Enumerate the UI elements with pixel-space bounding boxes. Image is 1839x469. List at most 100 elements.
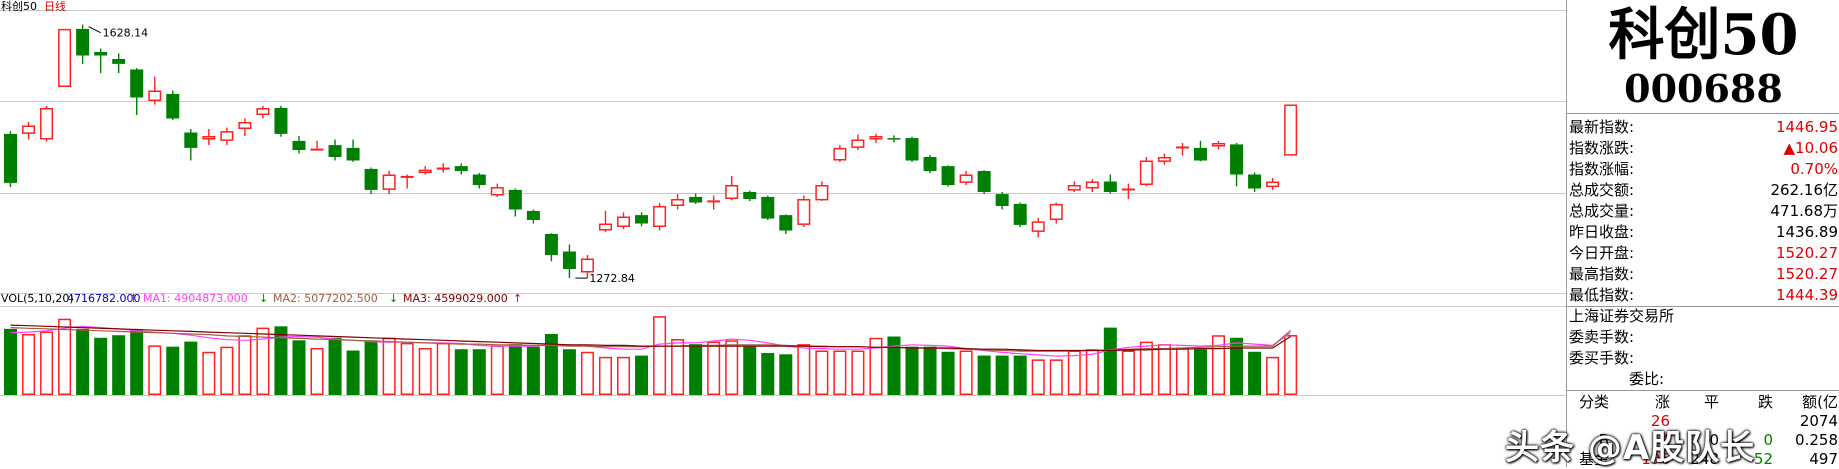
vol-arrow: ↑ xyxy=(129,292,138,305)
volume-bar xyxy=(454,349,468,395)
volume-bar xyxy=(797,344,811,395)
volume-bar xyxy=(202,351,216,395)
kline-chart[interactable]: 科创50 日线 1628.14 1272.84 VOL(5,10,20)4716782.… xyxy=(0,0,1566,467)
candle-body xyxy=(833,147,847,161)
volume-bars xyxy=(4,316,1298,396)
volume-bar xyxy=(1121,350,1135,395)
stat-value: 1446.95 xyxy=(1775,118,1838,136)
volume-bar xyxy=(292,340,306,395)
volume-bar xyxy=(130,330,144,395)
volume-bar xyxy=(977,355,991,395)
divider xyxy=(1567,390,1839,391)
volume-bar xyxy=(94,337,108,395)
stat-row: 昨日收盘: 1436.89 xyxy=(1567,222,1839,243)
candle-body xyxy=(400,175,414,178)
candle-body xyxy=(580,258,594,273)
candle-body xyxy=(1193,147,1207,161)
candle-body xyxy=(202,136,216,140)
volume-bar xyxy=(400,342,414,395)
volume-bar xyxy=(725,340,739,396)
volume-bar xyxy=(707,341,721,396)
volume-bar xyxy=(22,333,36,396)
volume-bar xyxy=(382,337,396,395)
candle-body xyxy=(40,108,54,140)
candle-body xyxy=(544,234,558,255)
candle-body xyxy=(1175,146,1189,149)
stat-label: 总成交额: xyxy=(1569,181,1635,199)
volume-bar xyxy=(1031,359,1045,395)
candle-body xyxy=(310,148,324,151)
candles xyxy=(4,24,1298,279)
stat-label: 最新指数: xyxy=(1569,118,1635,136)
candle-body xyxy=(220,131,234,141)
candle-body xyxy=(1157,157,1171,162)
candle-body xyxy=(346,147,360,161)
table-cell: 4 xyxy=(1660,431,1670,449)
bid-volume-label: 委买手数: xyxy=(1569,349,1635,367)
vol-indicator-title: VOL(5,10,20) xyxy=(1,292,74,305)
table-header: 分类 xyxy=(1578,393,1609,411)
table-cell: 2074 xyxy=(1799,412,1838,430)
candle-body xyxy=(707,200,721,203)
candle-body xyxy=(941,166,955,185)
table-header: 额(亿 xyxy=(1802,393,1838,411)
candle-body xyxy=(797,199,811,225)
candle-body xyxy=(743,192,757,199)
volume-bar xyxy=(653,316,667,395)
stat-label: 总成交量: xyxy=(1569,202,1635,220)
table-cell: 基金 xyxy=(1578,450,1609,467)
stat-value: 1444.39 xyxy=(1775,286,1838,304)
volume-bar xyxy=(238,335,252,395)
table-cell: 248 xyxy=(1690,450,1719,467)
candle-body xyxy=(76,28,90,56)
volume-bar xyxy=(346,350,360,395)
volume-bar xyxy=(635,355,649,395)
volume-bar xyxy=(1085,349,1099,396)
volume-bar xyxy=(472,349,486,395)
candle-body xyxy=(671,199,685,206)
volume-ma3-line xyxy=(10,324,1291,352)
stat-label: 指数涨跌: xyxy=(1569,139,1635,157)
candle-body xyxy=(1121,188,1135,191)
table-cell: 0 xyxy=(1763,431,1773,449)
volume-bar xyxy=(1193,349,1207,395)
candle-body xyxy=(1085,181,1099,189)
candle-body xyxy=(382,174,396,190)
candle-body xyxy=(472,174,486,185)
candle-body xyxy=(869,136,883,140)
candle-body xyxy=(112,59,126,64)
vol-ma3-arrow: ↑ xyxy=(513,292,522,305)
candle-body xyxy=(166,94,180,119)
candle-body xyxy=(725,185,739,199)
volume-bar xyxy=(1175,347,1189,396)
candle-body xyxy=(959,174,973,183)
candle-body xyxy=(815,185,829,201)
candle-body xyxy=(995,194,1009,206)
volume-bar xyxy=(761,353,775,395)
volume-bar xyxy=(580,351,594,395)
vol-value: 4716782.000 xyxy=(67,292,140,305)
candle-body xyxy=(923,157,937,171)
stat-label: 今日开盘: xyxy=(1569,244,1635,262)
grid-lines xyxy=(0,10,1566,396)
candle-body xyxy=(1139,160,1153,185)
candle-body xyxy=(761,196,775,219)
volume-bar xyxy=(1067,350,1081,395)
candle-body xyxy=(617,216,631,227)
volume-ma-lines xyxy=(10,324,1291,357)
volume-bar xyxy=(1103,327,1117,395)
candle-body xyxy=(1266,181,1280,188)
volume-bar xyxy=(743,346,757,395)
volume-bar xyxy=(58,318,72,396)
volume-bar xyxy=(76,328,90,395)
candle-body xyxy=(58,28,72,87)
stat-row: 最新指数: 1446.95 xyxy=(1567,117,1839,138)
candle-body xyxy=(1049,203,1063,220)
volume-bar xyxy=(815,350,829,395)
candle-body xyxy=(1284,104,1298,156)
candle-body xyxy=(1212,143,1226,147)
candle-body xyxy=(4,133,17,183)
volume-bar xyxy=(328,337,342,395)
kline-chart-area[interactable]: 科创50 日线 1628.14 1272.84 VOL(5,10,20) 4716782.… xyxy=(0,0,1566,467)
stat-row: 最高指数: 1520.27 xyxy=(1567,264,1839,285)
